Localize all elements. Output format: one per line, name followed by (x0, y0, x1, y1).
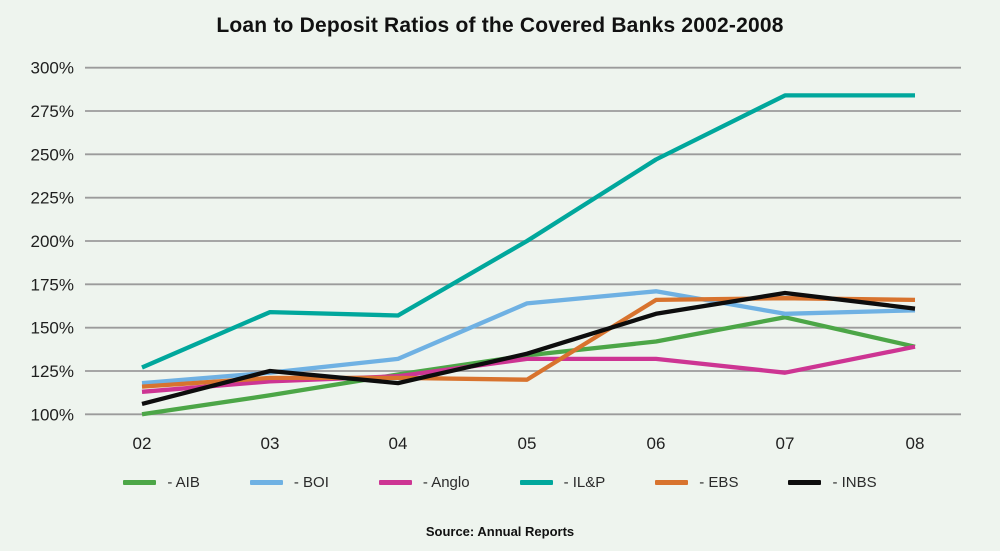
legend-label-boi: - BOI (293, 474, 329, 491)
y-tick-label: 200% (31, 232, 74, 251)
legend-item-inbs: - INBS (788, 474, 877, 491)
series-line-ebs (141, 296, 916, 389)
legend-label-inbs: - INBS (832, 474, 877, 491)
legend-item-ilp: - IL&P (519, 474, 606, 491)
ebs-line-swatch-icon (655, 480, 689, 485)
y-tick-label: 175% (31, 275, 74, 294)
legend-label-aib: - AIB (167, 474, 200, 491)
legend-label-anglo: - Anglo (422, 474, 470, 491)
x-tick-label: 05 (518, 434, 537, 453)
x-tick-label: 02 (133, 434, 152, 453)
inbs-line-swatch-icon (788, 480, 822, 485)
y-tick-label: 100% (31, 405, 74, 424)
chart-legend: - AIB - BOI - Anglo - IL&P - EBS - INBS (0, 474, 1000, 491)
y-tick-label: 125% (31, 362, 74, 381)
series-line-ilp (141, 93, 915, 370)
y-tick-label: 150% (31, 319, 74, 338)
chart-title: Loan to Deposit Ratios of the Covered Ba… (216, 14, 784, 37)
legend-item-aib: - AIB (123, 474, 200, 491)
legend-item-ebs: - EBS (655, 474, 738, 491)
series-line-anglo (141, 344, 916, 394)
series-line-aib (141, 315, 916, 417)
series-line-inbs (141, 290, 916, 406)
y-tick-label: 225% (31, 189, 74, 208)
legend-item-boi: - BOI (249, 474, 329, 491)
x-tick-label: 07 (776, 434, 795, 453)
legend-item-anglo: - Anglo (378, 474, 470, 491)
y-tick-label: 300% (31, 59, 74, 78)
x-tick-label: 03 (261, 434, 280, 453)
x-tick-label: 08 (906, 434, 925, 453)
x-tick-label: 06 (647, 434, 666, 453)
source-note: Source: Annual Reports (425, 524, 575, 539)
x-tick-label: 04 (389, 434, 408, 453)
legend-label-ebs: - EBS (699, 474, 739, 491)
aib-line-swatch-icon (123, 480, 157, 485)
boi-line-swatch-icon (249, 480, 283, 485)
y-tick-label: 275% (31, 102, 74, 121)
legend-label-ilp: - IL&P (563, 474, 606, 491)
anglo-line-swatch-icon (378, 480, 412, 485)
ilp-line-swatch-icon (519, 480, 553, 485)
y-tick-label: 250% (31, 145, 74, 164)
